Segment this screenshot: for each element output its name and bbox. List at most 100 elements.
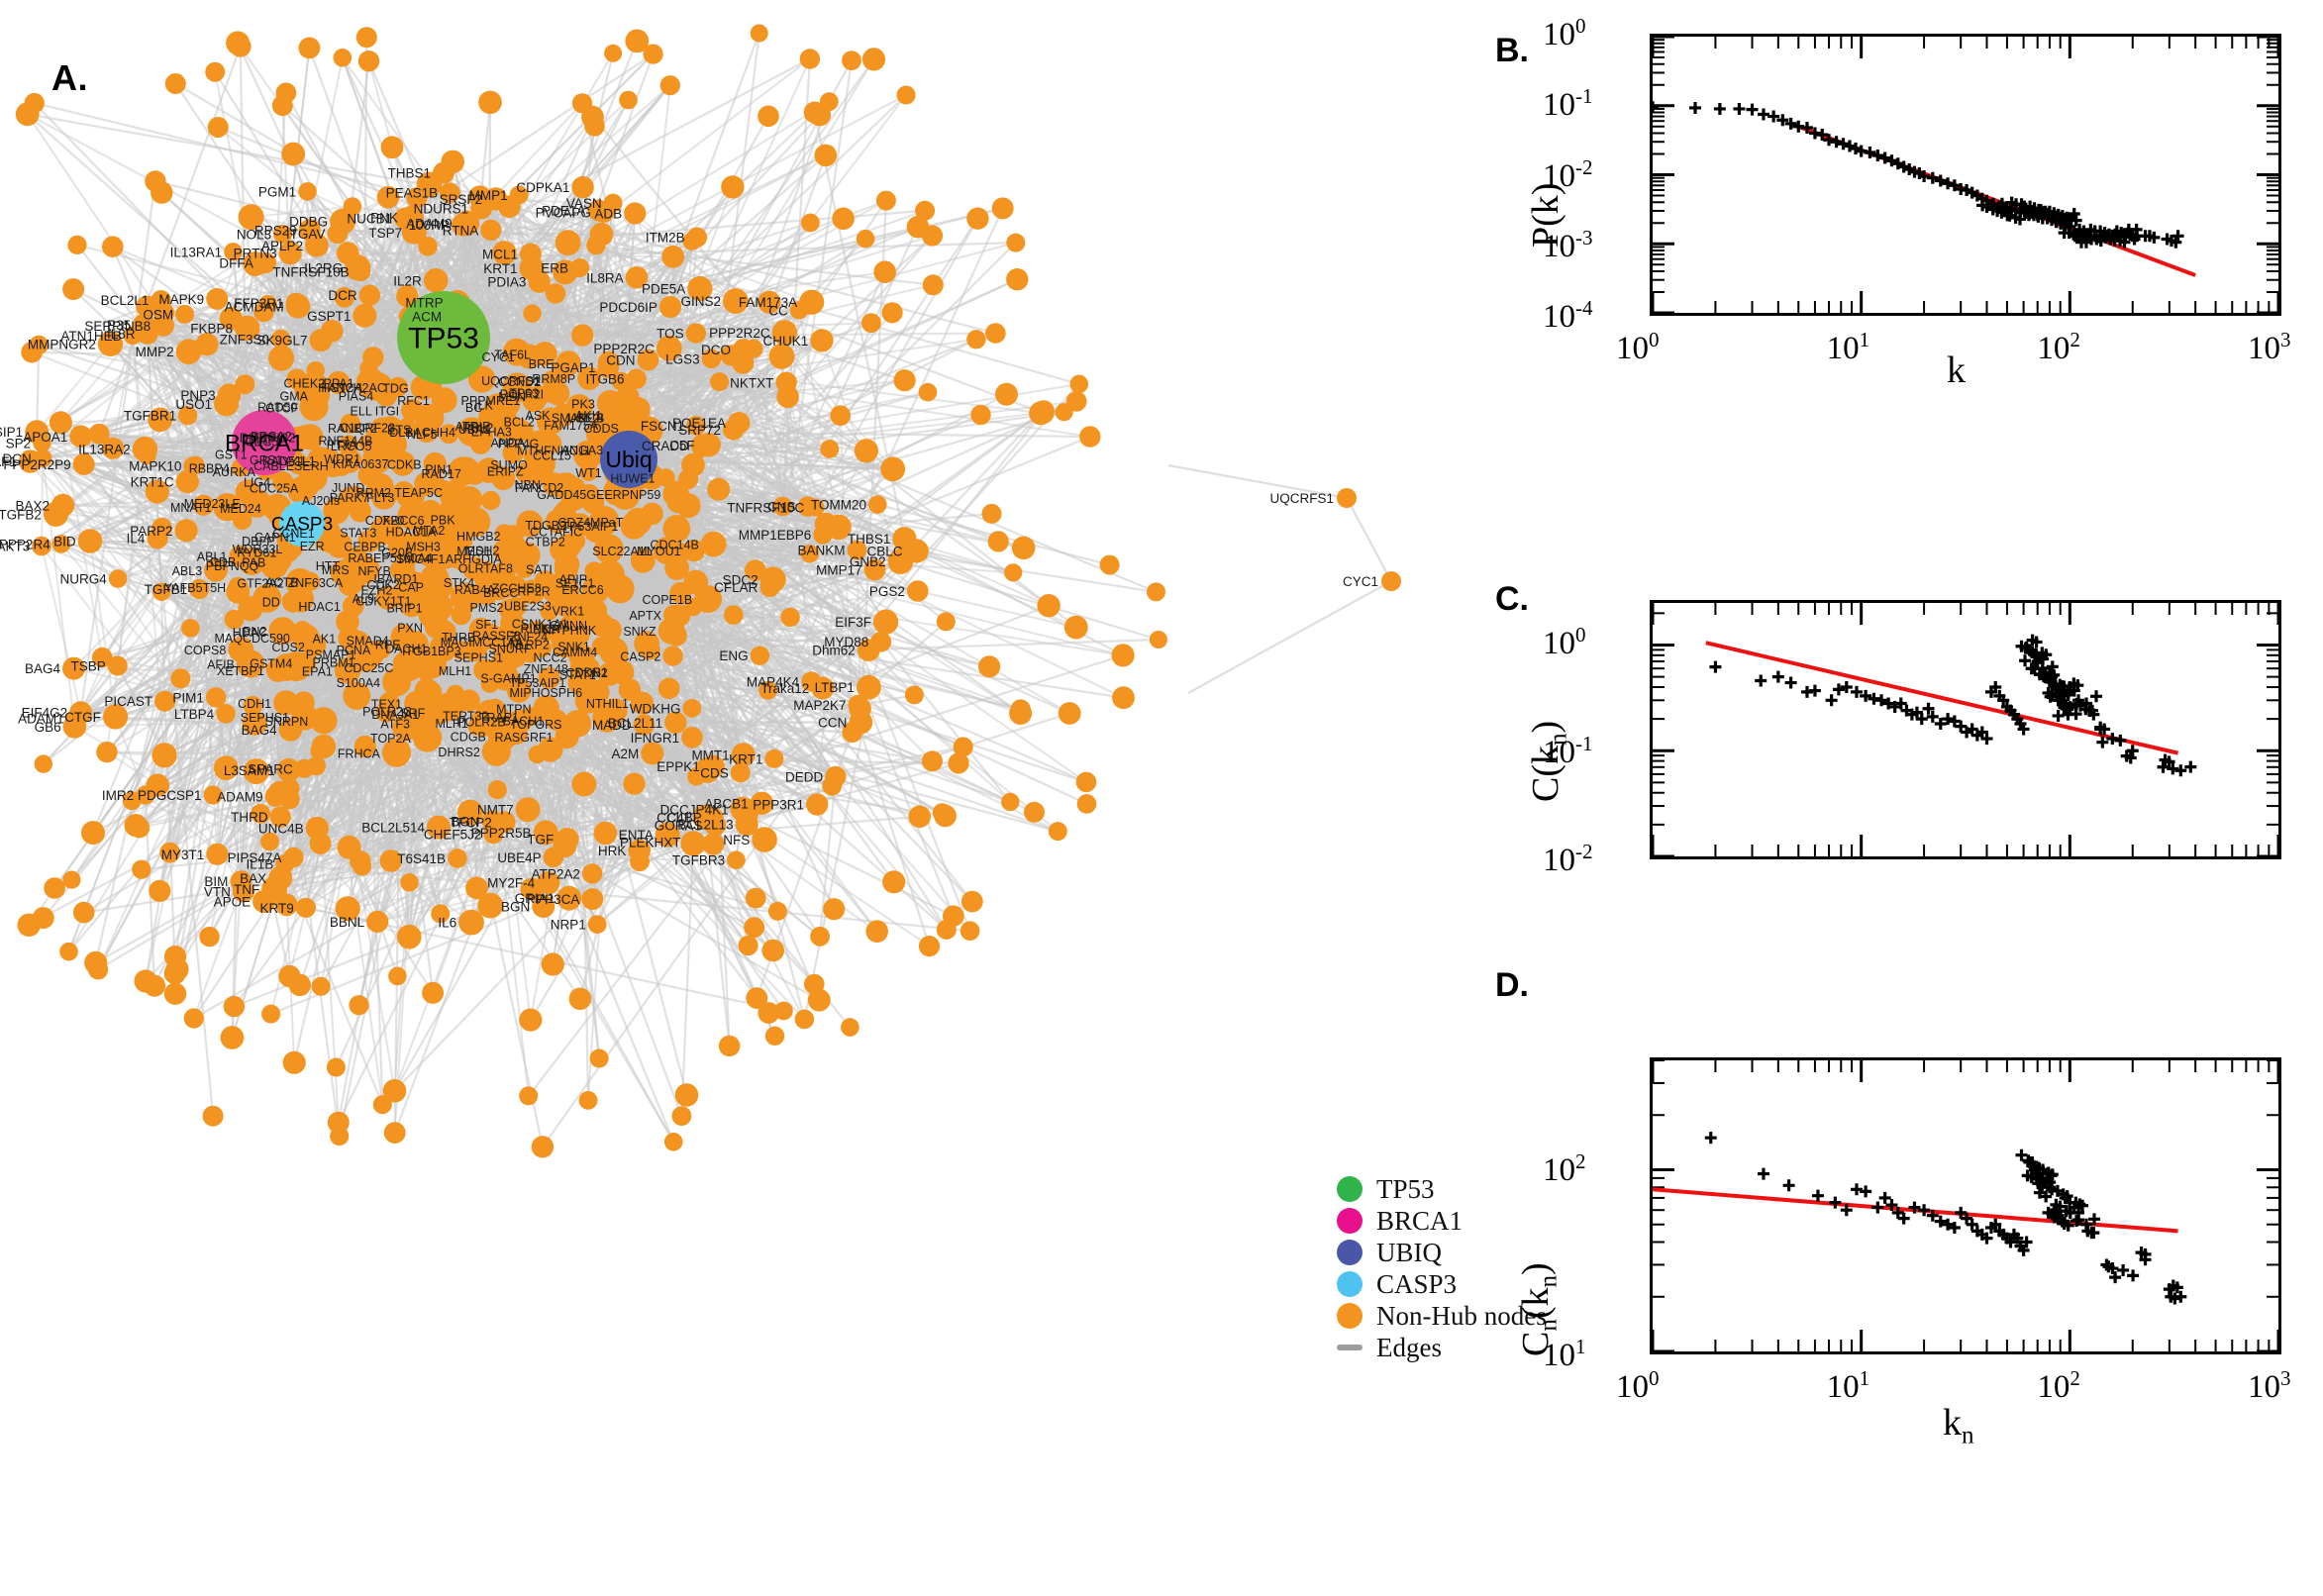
network-node[interactable] (311, 734, 337, 759)
network-node[interactable] (298, 219, 321, 242)
network-node[interactable] (51, 535, 71, 553)
network-node[interactable] (421, 704, 440, 723)
network-node[interactable] (868, 495, 887, 514)
network-node[interactable] (309, 832, 332, 854)
network-node[interactable] (772, 496, 793, 517)
network-node[interactable] (1147, 582, 1165, 602)
network-node[interactable] (205, 687, 227, 708)
network-node[interactable] (217, 383, 242, 408)
network-node[interactable] (413, 416, 441, 443)
network-node[interactable] (468, 365, 496, 393)
network-node[interactable] (593, 821, 618, 846)
network-node[interactable] (268, 345, 295, 371)
network-node[interactable] (582, 863, 603, 884)
network-node[interactable] (175, 339, 202, 365)
network-node[interactable] (431, 904, 451, 924)
network-node[interactable] (235, 479, 260, 505)
network-node[interactable] (186, 455, 205, 475)
network-node[interactable] (454, 456, 479, 481)
network-node[interactable] (400, 873, 419, 892)
network-node[interactable] (229, 545, 251, 567)
network-node[interactable] (597, 350, 620, 373)
network-node[interactable] (295, 897, 316, 918)
network-node[interactable] (624, 396, 651, 423)
network-node[interactable] (680, 831, 706, 856)
network-node[interactable] (478, 90, 502, 115)
network-node[interactable] (814, 144, 838, 167)
network-node[interactable] (97, 331, 124, 356)
network-node[interactable] (960, 921, 980, 941)
network-node[interactable] (395, 652, 424, 681)
network-node[interactable] (966, 330, 986, 349)
network-node[interactable] (581, 105, 604, 129)
network-node[interactable] (533, 820, 558, 846)
network-node[interactable] (542, 370, 562, 390)
network-node[interactable] (420, 563, 450, 593)
network-node[interactable] (321, 320, 344, 343)
network-node[interactable] (88, 423, 110, 445)
network-node[interactable] (619, 90, 638, 110)
network-node[interactable] (205, 61, 226, 82)
network-node[interactable] (811, 676, 835, 700)
network-node[interactable] (659, 75, 680, 96)
network-node[interactable] (273, 690, 299, 716)
network-node[interactable] (251, 803, 270, 824)
network-node[interactable] (657, 677, 680, 700)
network-node[interactable] (703, 807, 724, 828)
network-node[interactable] (664, 711, 687, 734)
network-node[interactable] (519, 1008, 543, 1032)
network-node[interactable] (873, 609, 899, 635)
network-node[interactable] (178, 406, 198, 426)
network-node[interactable] (17, 913, 41, 937)
network-node[interactable] (300, 397, 320, 417)
network-node[interactable] (355, 27, 377, 49)
network-node[interactable] (662, 515, 691, 543)
network-node[interactable] (730, 762, 751, 783)
network-node[interactable] (175, 469, 199, 494)
network-node[interactable] (1024, 801, 1045, 823)
network-node[interactable] (364, 372, 393, 402)
network-node[interactable] (592, 201, 615, 223)
network-node[interactable] (822, 775, 843, 796)
network-node[interactable] (536, 407, 564, 436)
network-node[interactable] (379, 849, 403, 872)
network-node[interactable] (1048, 822, 1067, 842)
network-node[interactable] (285, 294, 311, 319)
network-node[interactable] (486, 187, 506, 207)
network-node[interactable] (745, 887, 766, 909)
network-node[interactable] (555, 230, 581, 256)
network-node[interactable] (278, 964, 301, 988)
network-node[interactable] (502, 442, 524, 464)
network-node[interactable] (519, 1086, 539, 1106)
network-node[interactable] (204, 557, 229, 582)
network-node[interactable] (556, 350, 581, 376)
network-node[interactable] (881, 302, 903, 324)
network-node[interactable] (102, 437, 125, 459)
network-node[interactable] (552, 502, 577, 527)
network-node[interactable] (624, 507, 653, 536)
network-node[interactable] (33, 449, 52, 468)
network-node[interactable] (702, 833, 725, 855)
network-node[interactable] (43, 501, 69, 527)
network-node[interactable] (758, 105, 779, 128)
network-node[interactable] (571, 324, 594, 347)
network-node[interactable] (207, 117, 229, 138)
network-node[interactable] (700, 531, 727, 557)
network-node[interactable] (440, 182, 460, 203)
network-node[interactable] (907, 580, 929, 602)
network-node[interactable] (686, 416, 706, 436)
network-node[interactable] (306, 756, 326, 776)
network-node[interactable] (286, 368, 308, 390)
network-node[interactable] (581, 491, 605, 514)
network-node[interactable] (557, 613, 588, 644)
network-node[interactable] (354, 735, 376, 757)
network-node[interactable] (390, 625, 417, 650)
network-node[interactable] (663, 1133, 683, 1151)
network-node[interactable] (624, 202, 647, 225)
network-node[interactable] (427, 815, 451, 840)
network-node[interactable] (581, 888, 604, 911)
network-node[interactable] (366, 910, 389, 934)
network-node[interactable] (580, 657, 600, 677)
network-node[interactable] (625, 266, 649, 289)
network-node[interactable] (103, 704, 129, 730)
